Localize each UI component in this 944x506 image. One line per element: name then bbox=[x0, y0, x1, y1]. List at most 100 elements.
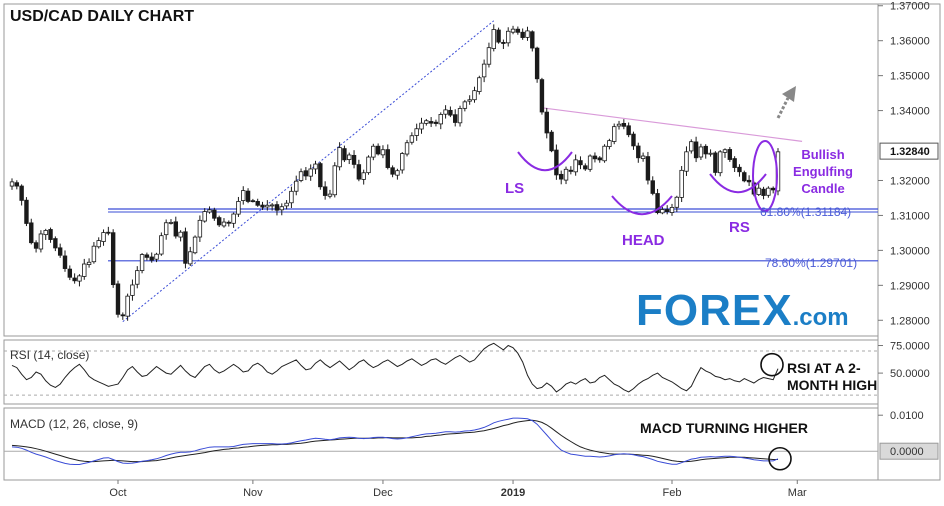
candle-body bbox=[289, 190, 294, 204]
price-tick-label: 1.28000 bbox=[890, 315, 930, 327]
head-arc bbox=[611, 195, 673, 216]
candle-body bbox=[139, 254, 145, 271]
candle-body bbox=[241, 190, 246, 201]
trend-lines bbox=[122, 20, 803, 323]
candlestick-series bbox=[9, 24, 781, 321]
candle-body bbox=[221, 221, 227, 227]
rsi-note: RSI AT A 2- MONTH HIGH bbox=[787, 360, 877, 394]
candle-body bbox=[395, 170, 400, 176]
candle-body bbox=[578, 160, 583, 166]
candle-body bbox=[525, 30, 530, 38]
chart-title: USD/CAD DAILY CHART bbox=[10, 8, 195, 25]
rsi-tick-label: 50.0000 bbox=[890, 368, 930, 380]
candle-body bbox=[660, 209, 665, 214]
candle-body bbox=[332, 165, 337, 196]
candle-body bbox=[631, 133, 636, 147]
candle-body bbox=[477, 77, 482, 92]
candle-body bbox=[554, 149, 559, 176]
candle-body bbox=[433, 121, 439, 124]
candle-body bbox=[318, 163, 323, 188]
candle-body bbox=[573, 159, 578, 173]
candle-body bbox=[375, 145, 381, 155]
candle-body bbox=[163, 222, 169, 236]
rsi-pane-label: RSI (14, close) bbox=[10, 348, 90, 362]
candle-body bbox=[188, 251, 193, 265]
candle-body bbox=[9, 181, 15, 187]
candle-body bbox=[43, 230, 48, 236]
price-tick-label: 1.32000 bbox=[890, 175, 930, 187]
macd-pane-label: MACD (12, 26, close, 9) bbox=[10, 417, 139, 431]
candle-body bbox=[149, 256, 154, 261]
candle-body bbox=[322, 186, 328, 196]
candle-body bbox=[29, 222, 34, 244]
rsi-note-line-1: RSI AT A 2- bbox=[787, 360, 861, 376]
candle-body bbox=[178, 231, 183, 238]
macd-tick-label: 0.0100 bbox=[890, 410, 924, 422]
candle-body bbox=[207, 209, 212, 213]
candle-body bbox=[703, 145, 708, 155]
candle-body bbox=[327, 193, 333, 197]
macd-zero-badge bbox=[879, 442, 939, 460]
candle-body bbox=[173, 221, 178, 237]
x-tick-label: Mar bbox=[788, 487, 807, 499]
candle-body bbox=[216, 217, 222, 226]
candle-body bbox=[698, 146, 704, 158]
candle-body bbox=[135, 270, 140, 285]
rsi-highlight-circle bbox=[760, 352, 784, 377]
candle-body bbox=[380, 149, 386, 156]
candle-body bbox=[269, 204, 275, 207]
candle-body bbox=[351, 154, 357, 165]
candle-body bbox=[115, 283, 121, 315]
macd-series bbox=[11, 417, 792, 471]
candle-body bbox=[742, 172, 747, 182]
candle-body bbox=[496, 29, 501, 43]
candle-body bbox=[607, 140, 612, 147]
price-scale-frame bbox=[877, 3, 941, 481]
candle-body bbox=[67, 268, 73, 278]
candle-body bbox=[82, 263, 87, 277]
candle-body bbox=[481, 63, 487, 78]
candle-body bbox=[448, 109, 453, 116]
candle-body bbox=[650, 180, 655, 194]
candle-body bbox=[260, 204, 265, 208]
candle-body bbox=[371, 145, 376, 158]
candle-body bbox=[308, 168, 313, 177]
candle-body bbox=[390, 167, 395, 175]
candle-body bbox=[689, 141, 694, 152]
candle-note-line-1: Bullish bbox=[801, 147, 845, 162]
candle-body bbox=[255, 201, 260, 206]
rsi-note-line-2: MONTH HIGH bbox=[787, 377, 878, 393]
rsi-series bbox=[11, 342, 784, 393]
candle-body bbox=[33, 242, 39, 249]
candle-body bbox=[404, 142, 410, 155]
candle-body bbox=[587, 155, 593, 170]
candle-body bbox=[231, 213, 236, 224]
candle-body bbox=[612, 126, 617, 142]
fib-78-label: 78.60%(1.29701) bbox=[765, 256, 858, 270]
candle-body bbox=[183, 231, 188, 264]
candle-body bbox=[453, 114, 458, 123]
candle-body bbox=[563, 168, 569, 181]
candle-body bbox=[154, 253, 159, 260]
candle-body bbox=[539, 79, 545, 113]
candle-body bbox=[385, 149, 390, 168]
candle-body bbox=[515, 28, 521, 33]
candle-body bbox=[72, 277, 77, 282]
candle-body bbox=[14, 182, 20, 187]
price-badge-box bbox=[879, 142, 939, 160]
right-shoulder-arc bbox=[709, 173, 767, 193]
head-label: HEAD bbox=[622, 232, 665, 249]
candle-body bbox=[313, 163, 318, 170]
price-tick-label: 1.37000 bbox=[890, 1, 930, 13]
candle-body bbox=[298, 171, 304, 181]
candle-body bbox=[708, 152, 713, 155]
neckline bbox=[541, 107, 803, 142]
candle-body bbox=[727, 149, 733, 160]
candle-body bbox=[356, 164, 362, 180]
candle-body bbox=[197, 219, 203, 238]
price-tick-label: 1.30000 bbox=[890, 245, 930, 257]
x-tick-label: Nov bbox=[243, 487, 263, 499]
candle-body bbox=[250, 200, 256, 203]
candle-body bbox=[86, 261, 92, 265]
